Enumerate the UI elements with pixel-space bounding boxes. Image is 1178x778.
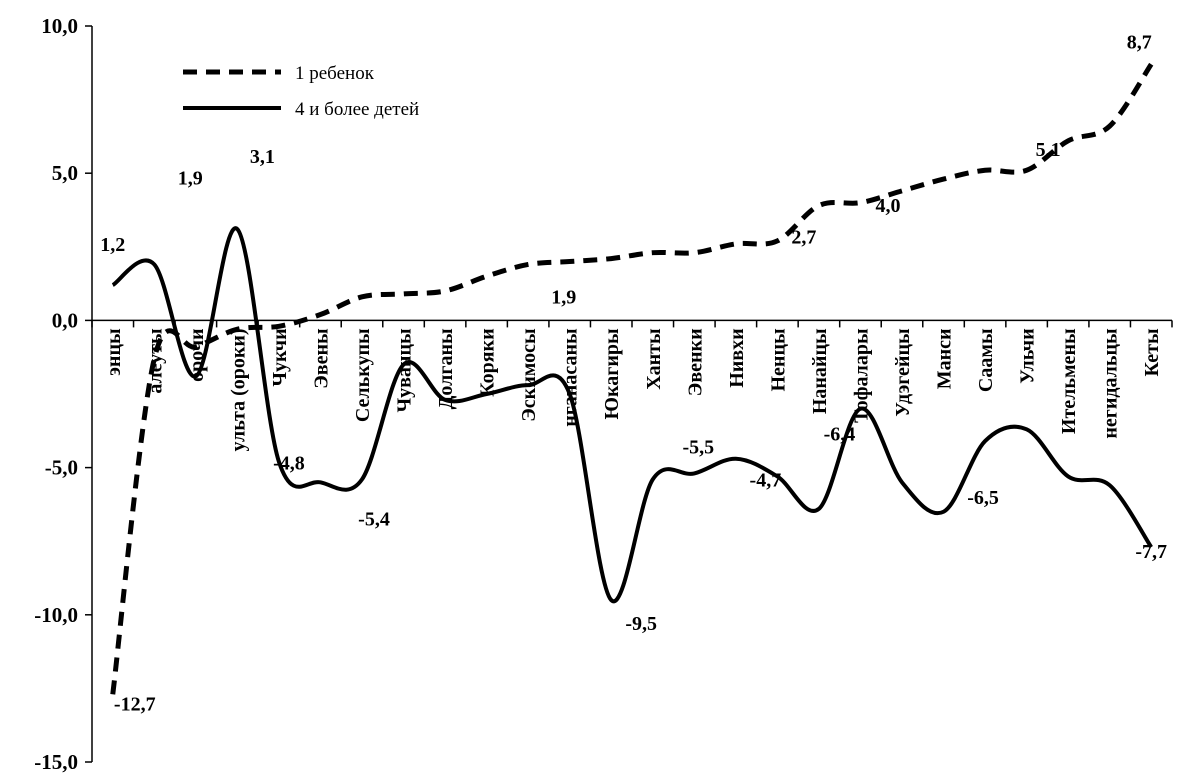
data-label: -4,8 [273, 453, 305, 475]
category-label: Селькупы [352, 328, 374, 422]
y-tick-label: -15,0 [34, 750, 78, 774]
category-label: Чукчи [269, 328, 291, 386]
category-label: Удэгейцы [892, 328, 914, 417]
legend-label: 4 и более детей [295, 99, 419, 120]
category-label: Ульчи [1017, 328, 1039, 384]
y-tick-label: 5,0 [52, 161, 78, 185]
data-label: 1,9 [178, 167, 203, 189]
data-label: -5,5 [682, 436, 714, 458]
data-label: 3,1 [250, 146, 275, 168]
category-label: нганасаны [560, 328, 582, 427]
category-label: Чуванцы [394, 328, 416, 413]
category-label: негидальцы [1100, 328, 1122, 439]
series-line-four-plus-children [111, 226, 1153, 604]
data-label: 1,2 [100, 234, 125, 256]
category-label: Эвенки [684, 328, 706, 396]
data-label: 8,7 [1127, 31, 1152, 53]
legend-label: 1 ребенок [295, 63, 375, 84]
category-label: Нанайцы [809, 328, 831, 414]
data-label: -5,4 [358, 508, 390, 530]
axes: 10,0 5,0 0,0 -5,0 -10,0 -15,0 [34, 14, 1173, 774]
category-label: Юкагиры [601, 328, 623, 419]
y-tick-label: 10,0 [41, 14, 78, 38]
category-label: Эвены [310, 328, 332, 389]
category-label: ульта (ороки) [227, 328, 249, 451]
data-label: -9,5 [625, 613, 657, 635]
series-lines [110, 62, 1154, 695]
data-label: -6,4 [824, 424, 856, 446]
category-label: Эскимосы [518, 328, 540, 422]
category-label: Ханты [643, 328, 665, 390]
y-tick-label: -10,0 [34, 603, 78, 627]
category-label: Долганы [435, 328, 457, 409]
category-label: Кеты [1141, 328, 1163, 376]
data-label: -4,7 [750, 469, 782, 491]
legend: 1 ребенок 4 и более детей [183, 63, 419, 120]
data-label: -12,7 [114, 693, 156, 715]
y-tick-label: -5,0 [45, 456, 78, 480]
y-tick-label: 0,0 [52, 308, 78, 332]
category-label: Нивхи [726, 328, 748, 387]
category-labels: энцы алеуты орочи ульта (ороки) Чукчи Эвены Се… [103, 328, 1163, 451]
data-labels: -12,7 1,2 1,9 3,1 -4,8 -5,4 1,9 -9,5 -5,5 -4,7 2,7… [100, 31, 1167, 715]
series-line-one-child [110, 62, 1154, 695]
category-label: Тофалары [850, 328, 872, 423]
category-label: Ненцы [767, 328, 789, 391]
category-label: Манси [934, 328, 956, 389]
data-label: 4,0 [876, 195, 901, 217]
category-label: энцы [103, 328, 125, 376]
category-label: Коряки [477, 328, 499, 397]
data-label: 1,9 [551, 287, 576, 309]
data-label: 2,7 [791, 227, 816, 249]
data-label: -6,5 [967, 487, 999, 509]
data-label: 5,1 [1036, 139, 1061, 161]
category-label: Саамы [975, 328, 997, 392]
data-label: -7,7 [1135, 541, 1167, 563]
category-label: Ительмены [1058, 328, 1080, 434]
